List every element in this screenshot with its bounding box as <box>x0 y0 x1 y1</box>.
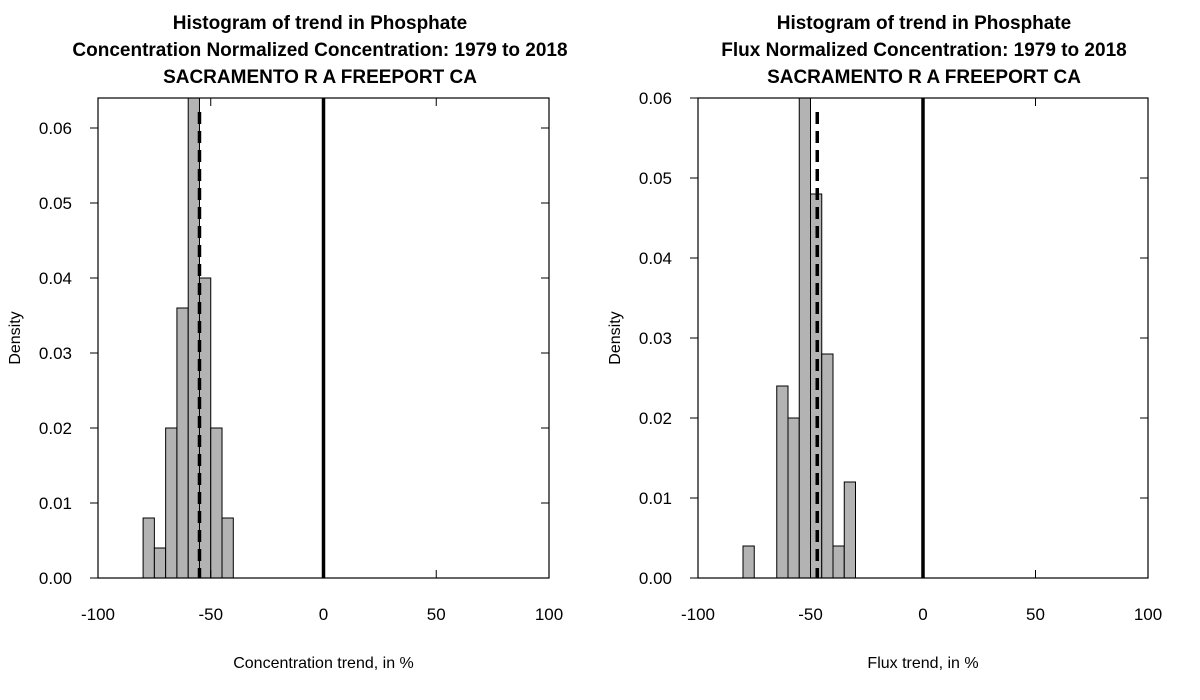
x-tick-label: 50 <box>1026 605 1045 624</box>
x-tick-label: 0 <box>918 605 927 624</box>
histogram-bar <box>832 545 845 579</box>
histogram-bar <box>210 427 223 579</box>
y-axis-label: Density <box>7 311 24 364</box>
x-tick-label: -50 <box>798 605 823 624</box>
x-axis-label: Flux trend, in % <box>867 655 978 672</box>
histogram-bar <box>153 547 167 579</box>
y-tick-label: 0.03 <box>639 329 672 348</box>
chart-title-line-2: Flux Normalized Concentration: 1979 to 2… <box>721 40 1126 61</box>
histogram-bar <box>787 417 800 579</box>
x-tick-label: 100 <box>1134 605 1162 624</box>
chart-title-line-1: Histogram of trend in Phosphate <box>777 13 1072 34</box>
histogram-bar <box>165 427 178 579</box>
chart-title-line-1: Histogram of trend in Phosphate <box>173 13 468 34</box>
histogram-bar <box>142 517 155 579</box>
y-axis-label: Density <box>607 311 624 364</box>
y-tick-label: 0.02 <box>639 409 672 428</box>
chart-title-line-3: SACRAMENTO R A FREEPORT CA <box>163 67 477 88</box>
x-axis-label: Concentration trend, in % <box>233 655 414 672</box>
x-tick-label: -100 <box>81 605 115 624</box>
y-tick-label: 0.04 <box>639 249 672 268</box>
histogram-bar <box>821 353 834 579</box>
y-tick-label: 0.06 <box>639 89 672 108</box>
x-tick-label: 100 <box>535 605 563 624</box>
x-tick-label: 50 <box>427 605 446 624</box>
y-tick-label: 0.02 <box>39 419 72 438</box>
y-tick-label: 0.04 <box>39 269 72 288</box>
y-tick-label: 0.05 <box>639 169 672 188</box>
histogram-panel-1: Histogram of trend in Phosphate Concentra… <box>7 13 568 672</box>
histogram-bar <box>221 517 234 579</box>
y-tick-label: 0.01 <box>39 494 72 513</box>
x-tick-label: 0 <box>319 605 328 624</box>
histogram-bar <box>798 97 811 579</box>
histogram-bar <box>776 385 789 579</box>
histogram-bar <box>176 307 189 579</box>
histogram-panel-2: Histogram of trend in Phosphate Flux Norm… <box>607 13 1162 672</box>
x-tick-label: -100 <box>681 605 715 624</box>
y-tick-label: 0.03 <box>39 344 72 363</box>
y-tick-label: 0.06 <box>39 119 72 138</box>
y-tick-label: 0.00 <box>639 569 672 588</box>
chart-title-line-3: SACRAMENTO R A FREEPORT CA <box>767 67 1081 88</box>
x-tick-label: -50 <box>198 605 223 624</box>
histogram-bar <box>742 545 755 579</box>
y-tick-label: 0.01 <box>639 489 672 508</box>
chart-title-line-2: Concentration Normalized Concentration: … <box>72 40 567 61</box>
y-tick-label: 0.05 <box>39 194 72 213</box>
y-tick-label: 0.00 <box>39 569 72 588</box>
histogram-bar <box>843 481 856 579</box>
